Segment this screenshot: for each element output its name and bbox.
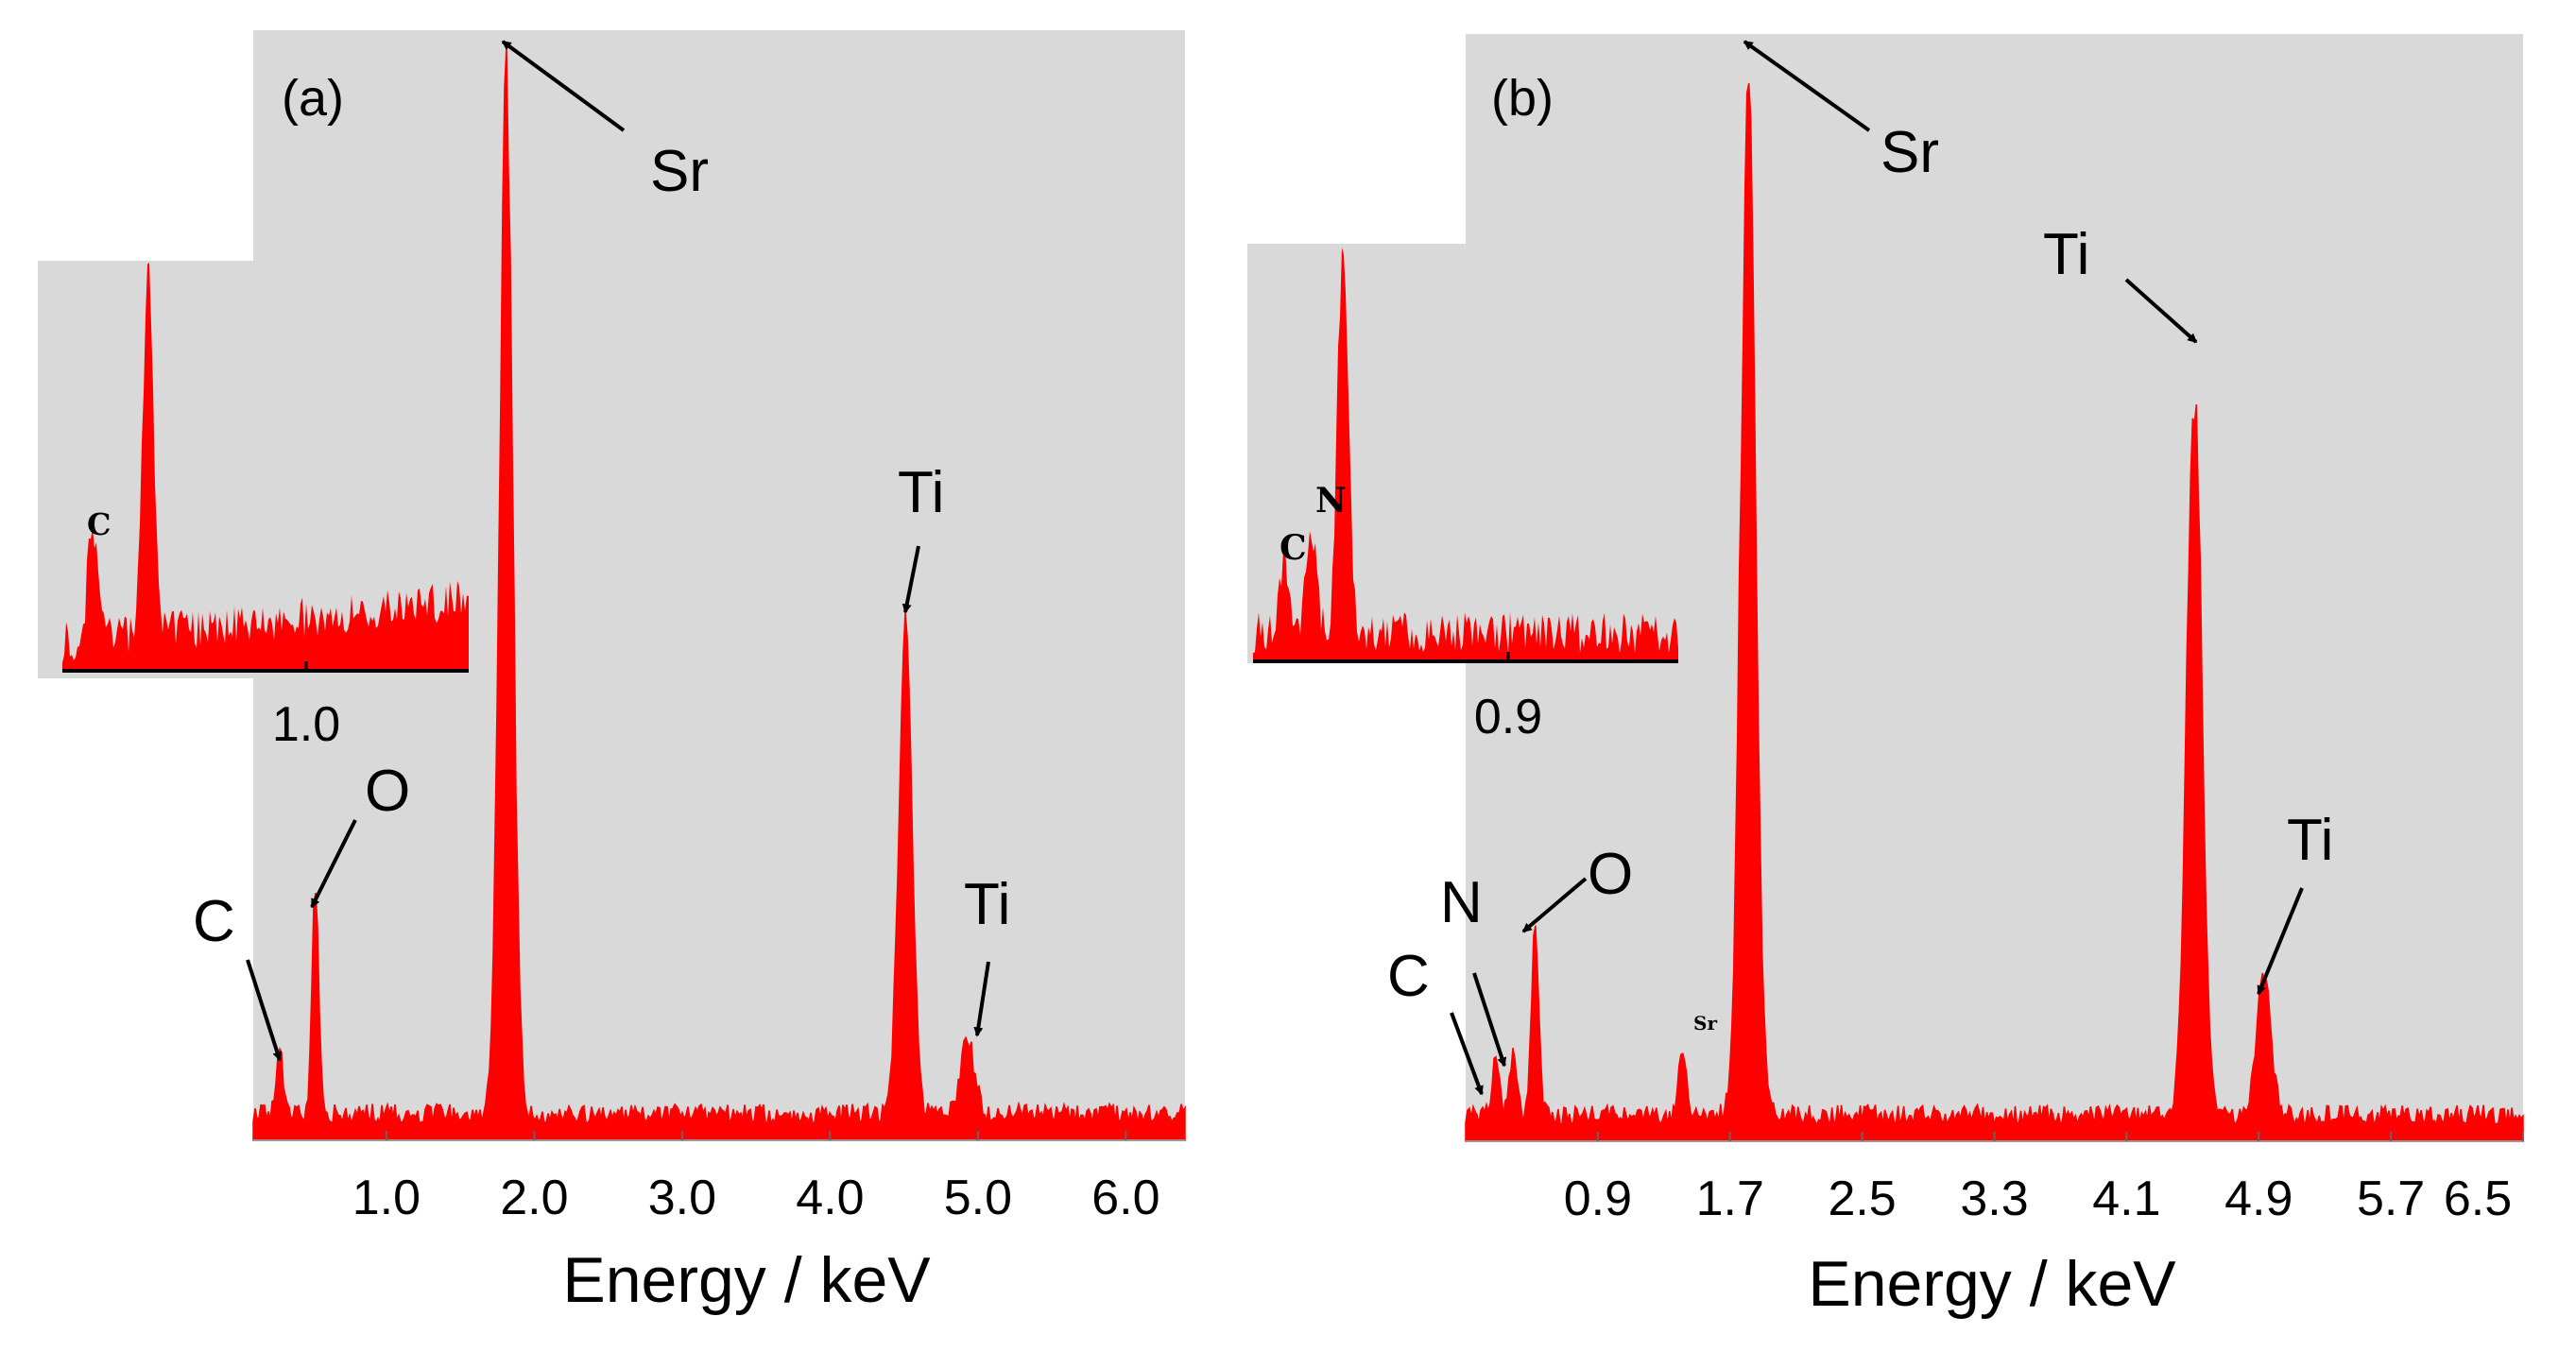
spectrum-b: [1465, 83, 2524, 1142]
tick-labels-a: 1.0 2.0 3.0 4.0 5.0 6.0: [352, 1131, 1160, 1225]
arrow-ti2-b: [2257, 887, 2304, 996]
x-tick-label: 2.5: [1828, 1171, 1896, 1226]
plot-area-b: [1247, 34, 2523, 1141]
panel-tag-b: (b): [1491, 70, 1554, 127]
inset-tick-label-b: 0.9: [1474, 690, 1542, 744]
x-axis-label-a: Energy / keV: [562, 1244, 931, 1316]
arrow-sr-b: [1743, 40, 1871, 132]
x-tick-label: 0.9: [1564, 1171, 1632, 1226]
inset-label-c-a: C: [87, 506, 111, 542]
annotation-n-b: N: [1440, 870, 1483, 935]
annotation-sr-a: Sr: [650, 139, 709, 204]
annotation-c-b: C: [1387, 944, 1430, 1009]
annotation-c-a: C: [193, 889, 235, 954]
inset-a: 1.0 C: [62, 263, 469, 752]
x-tick-label: 3.3: [1960, 1171, 2028, 1226]
arrow-ti-b: [2124, 278, 2198, 344]
x-tick-label: 1.0: [352, 1171, 421, 1225]
annotation-o-a: O: [365, 759, 410, 824]
inset-label-n-b: N: [1315, 481, 1347, 521]
x-tick-label: 1.7: [1696, 1171, 1764, 1226]
arrow-ti2-a: [973, 961, 990, 1037]
arrow-o-b: [1521, 877, 1588, 933]
arrow-c-a: [246, 959, 283, 1062]
inset-label-c-b: C: [1279, 528, 1307, 568]
small-peak-label-sr-b: Sr: [1693, 1012, 1717, 1035]
inset-spectrum-b: [1253, 248, 1678, 659]
panel-b: 0.9 1.7 2.5 3.3 4.1 4.9 5.7 6.5 (b) Energy / ke…: [1247, 34, 2524, 1320]
arrow-o-a: [310, 819, 357, 909]
tick-labels-b: 0.9 1.7 2.5 3.3 4.1 4.9 5.7 6.5: [1564, 1132, 2524, 1226]
x-tick-label: 4.1: [2092, 1171, 2160, 1226]
x-tick-label: 4.9: [2224, 1171, 2293, 1226]
x-tick-label: 6.0: [1091, 1171, 1159, 1225]
inset-b: 0.9 C N: [1253, 248, 1678, 744]
x-tick-label: 5.7: [2357, 1171, 2425, 1226]
x-tick-label: 4.0: [796, 1171, 864, 1225]
spectrum-a: [252, 46, 1186, 1141]
arrow-n-b: [1472, 972, 1507, 1068]
annotation-ti-a: Ti: [898, 460, 944, 525]
arrow-ti-a: [902, 545, 920, 614]
x-tick-label: 5.0: [944, 1171, 1012, 1225]
inset-spectrum-a: [62, 263, 469, 669]
annotation-o-b: O: [1588, 842, 1633, 907]
plot-area-a: [38, 30, 1185, 1140]
panel-a: 1.0 2.0 3.0 4.0 5.0 6.0 (a) Energy / keV 1.0 …: [38, 30, 1186, 1316]
x-tick-label: 3.0: [648, 1171, 716, 1225]
panel-tag-a: (a): [282, 70, 344, 127]
annotation-ti2-b: Ti: [2287, 808, 2333, 873]
x-tick-label: 2.0: [500, 1171, 568, 1225]
annotation-ti2-a: Ti: [964, 872, 1010, 937]
annotation-ti-b: Ti: [2043, 222, 2089, 287]
arrow-sr-a: [501, 40, 626, 132]
arrow-c-b: [1450, 1012, 1484, 1096]
annotation-sr-b: Sr: [1880, 120, 1939, 185]
inset-tick-label-a: 1.0: [272, 697, 340, 752]
x-axis-label-b: Energy / keV: [1808, 1248, 2176, 1320]
x-tick-label: 6.5: [2444, 1171, 2512, 1226]
